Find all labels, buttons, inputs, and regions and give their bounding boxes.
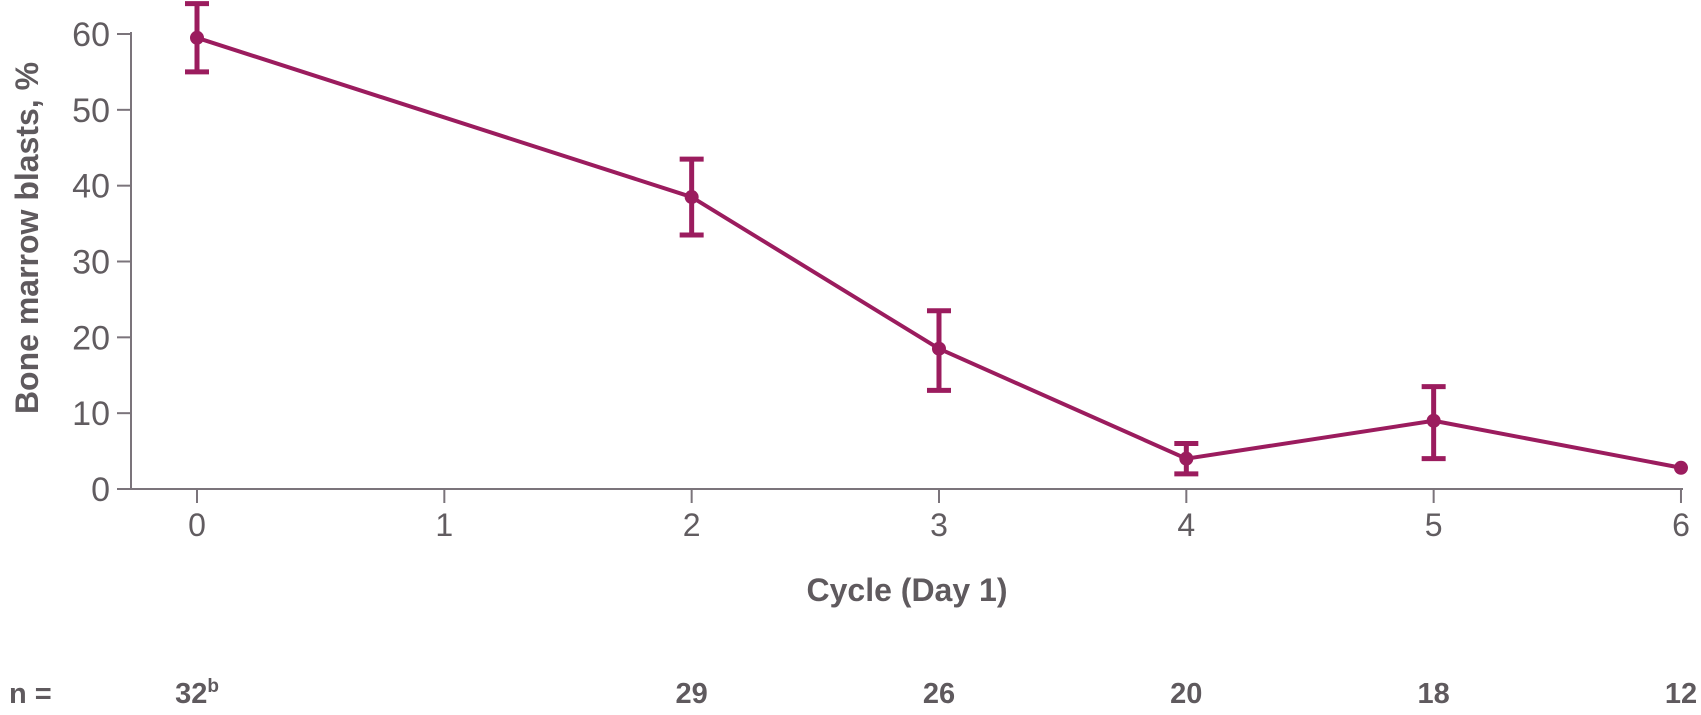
y-tick-label: 20 [72, 319, 110, 357]
y-tick-label: 50 [72, 92, 110, 130]
text-layer: Bone marrow blasts, % Cycle (Day 1) n = … [9, 16, 1697, 710]
data-point-marker [1179, 451, 1194, 466]
series-layer [185, 1, 1688, 477]
n-value: 18 [1418, 678, 1450, 710]
x-tick-label: 5 [1425, 507, 1443, 543]
y-axis-title: Bone marrow blasts, % [9, 62, 45, 414]
x-tick-label: 4 [1177, 507, 1195, 543]
data-point-marker [190, 30, 204, 45]
x-tick-label: 2 [683, 507, 701, 543]
n-value: 29 [676, 678, 708, 710]
n-value: 32b [175, 676, 219, 710]
x-tick-label: 1 [435, 507, 453, 543]
x-tick-label: 3 [930, 507, 948, 543]
x-tick-label: 0 [188, 507, 206, 543]
y-tick-label: 60 [72, 16, 110, 54]
data-point-marker [1426, 413, 1441, 428]
n-value: 20 [1170, 678, 1202, 710]
y-tick-label: 40 [72, 168, 110, 206]
series-line [196, 35, 1682, 470]
y-tick-label: 0 [91, 471, 110, 509]
data-point-marker [1673, 460, 1688, 475]
data-point-marker [684, 190, 699, 205]
x-tick-label: 6 [1672, 507, 1690, 543]
n-value: 12 [1665, 678, 1697, 710]
y-tick-label: 10 [72, 395, 110, 433]
data-point-marker [931, 341, 946, 356]
y-tick-label: 30 [72, 244, 110, 282]
x-axis-title: Cycle (Day 1) [807, 572, 1008, 608]
n-value-superscript: b [207, 676, 219, 697]
axes-layer [117, 32, 1683, 503]
n-equals-label: n = [9, 678, 52, 710]
n-value: 26 [923, 678, 955, 710]
